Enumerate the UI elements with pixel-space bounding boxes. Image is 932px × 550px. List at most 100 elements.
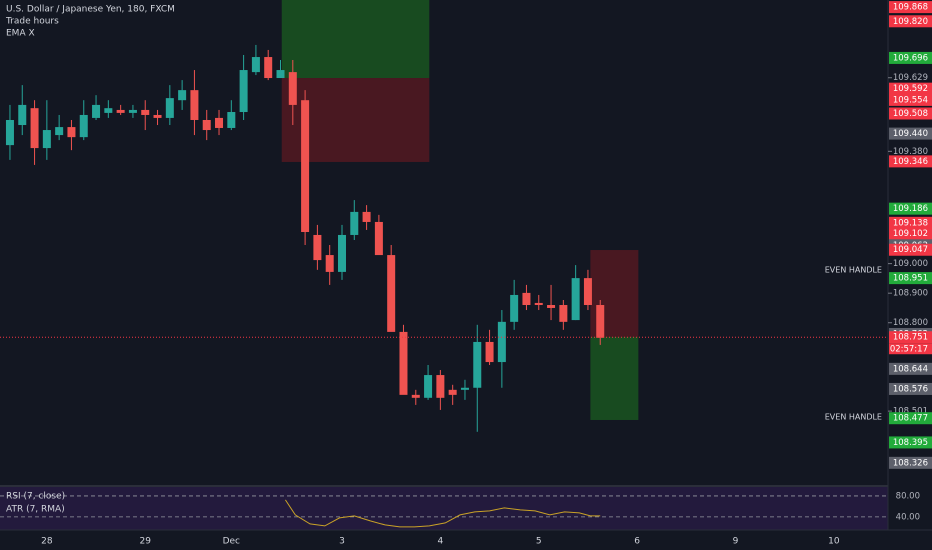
price-label: 108.395 xyxy=(893,438,928,448)
candle-body xyxy=(325,255,334,272)
candle-body xyxy=(596,305,605,338)
candle-body xyxy=(473,341,482,388)
candle-body xyxy=(18,104,27,126)
price-tag xyxy=(889,1,932,14)
x-tick-label: 10 xyxy=(828,537,840,547)
annotation: EVEN HANDLE xyxy=(825,413,882,422)
price-label: 108.477 xyxy=(893,414,928,424)
price-tag xyxy=(889,412,932,425)
price-tag xyxy=(889,362,932,375)
price-label: 108.644 xyxy=(893,364,928,374)
candle-body xyxy=(190,90,199,120)
trade-zone xyxy=(590,336,639,420)
candle-body xyxy=(411,394,420,398)
candle-body xyxy=(301,100,310,233)
countdown-tag xyxy=(889,343,932,355)
price-label: 108.800 xyxy=(893,318,928,328)
candle-body xyxy=(448,389,457,395)
price-label: 109.138 xyxy=(893,218,928,228)
price-label: 108.501 xyxy=(893,407,928,417)
candle-body xyxy=(264,57,273,79)
trade-zone xyxy=(281,0,430,79)
candle-body xyxy=(571,278,580,321)
candle-body xyxy=(92,104,101,118)
indicator-name: RSI (7, close) xyxy=(6,492,65,502)
candle-body xyxy=(104,108,113,113)
candle-body xyxy=(387,255,396,332)
candle-body xyxy=(424,375,433,398)
price-label: 109.380 xyxy=(893,147,928,157)
candle-body xyxy=(239,70,248,113)
price-label: 108.576 xyxy=(893,384,928,394)
price-label: 109.346 xyxy=(893,157,928,167)
price-label: 108.951 xyxy=(893,274,928,284)
price-label: 109.868 xyxy=(893,3,928,13)
price-tag xyxy=(889,331,932,344)
price-label: 109.820 xyxy=(893,17,928,27)
candle-body xyxy=(153,114,162,118)
candle-body xyxy=(251,57,260,73)
candle-body xyxy=(5,119,14,146)
x-tick-label: 3 xyxy=(339,537,345,547)
indicator-name: Trade hours xyxy=(5,17,59,27)
x-tick-label: 29 xyxy=(140,537,152,547)
price-label: 109.554 xyxy=(893,95,928,105)
price-tag xyxy=(889,202,932,215)
candle-body xyxy=(165,98,174,118)
candle-body xyxy=(485,341,494,363)
candle-body xyxy=(288,72,297,105)
candle-body xyxy=(276,70,285,79)
x-tick-label: 6 xyxy=(634,537,640,547)
candle-body xyxy=(547,305,556,308)
x-tick-label: 4 xyxy=(438,537,444,547)
price-tag xyxy=(889,93,932,106)
price-tag xyxy=(889,216,932,229)
price-tag xyxy=(889,51,932,64)
price-tag xyxy=(889,272,932,285)
price-label: 108.326 xyxy=(893,458,928,468)
rsi-line xyxy=(284,499,601,528)
price-label: 108.751 xyxy=(893,333,928,343)
candle-body xyxy=(178,90,187,101)
price-tag xyxy=(889,227,932,240)
candle-body xyxy=(337,234,346,272)
price-tag xyxy=(889,382,932,395)
candle-body xyxy=(460,387,469,390)
price-tag xyxy=(889,436,932,449)
annotation: EVEN HANDLE xyxy=(825,265,882,274)
y-tick-label: 80.00 xyxy=(896,491,920,501)
price-label: 109.102 xyxy=(893,229,928,239)
price-label: 109.186 xyxy=(893,204,928,214)
price-tag xyxy=(889,127,932,140)
candle-body xyxy=(141,109,150,115)
indicator-name: EMA X xyxy=(6,29,35,39)
price-label: 109.629 xyxy=(893,73,928,83)
price-label: 109.696 xyxy=(893,53,928,63)
candle-body xyxy=(116,109,125,113)
y-tick-label: 40.00 xyxy=(896,512,920,522)
chart-title: U.S. Dollar / Japanese Yen, 180, FXCM xyxy=(6,5,175,15)
x-tick-label: 5 xyxy=(536,537,542,547)
candle-body xyxy=(350,211,359,235)
price-tag xyxy=(889,456,932,469)
price-label: 108.900 xyxy=(893,289,928,299)
candle-body xyxy=(128,109,137,113)
candle-body xyxy=(42,130,51,149)
candle-body xyxy=(30,108,39,149)
candle-body xyxy=(227,112,236,128)
x-tick-label: 28 xyxy=(41,537,53,547)
candle-body xyxy=(362,211,371,222)
candle-body xyxy=(374,221,383,256)
price-label: 109.047 xyxy=(893,245,928,255)
candle-body xyxy=(215,117,224,128)
candle-body xyxy=(202,119,211,131)
price-label: 109.508 xyxy=(893,109,928,119)
price-tag xyxy=(889,155,932,168)
price-tag xyxy=(889,15,932,28)
candle-body xyxy=(55,127,64,136)
candle-body xyxy=(79,114,88,138)
price-label: 109.440 xyxy=(893,129,928,139)
